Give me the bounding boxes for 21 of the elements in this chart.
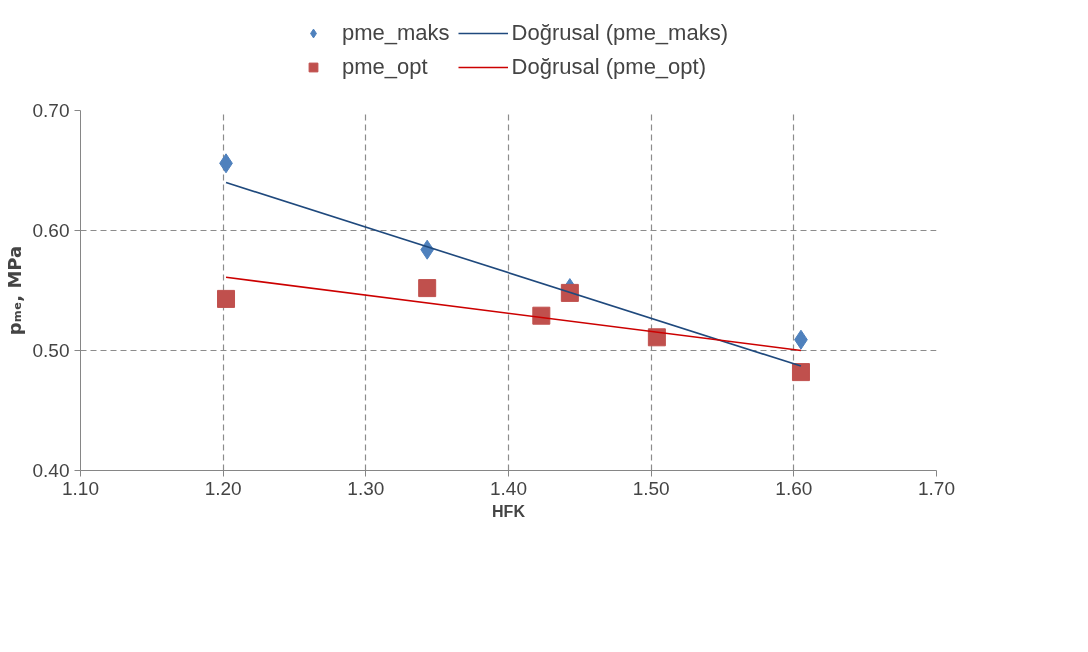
legend-label: Doğrusal (pme_opt) xyxy=(511,54,707,80)
point xyxy=(791,363,810,382)
x-tick-label: 1.60 xyxy=(775,477,813,499)
x-tick-label: 1.40 xyxy=(490,477,527,499)
y-axis-title: pₘₑ, MPa xyxy=(3,245,25,336)
x-tick-label: 1.50 xyxy=(632,477,670,499)
y-tick-label: 0.70 xyxy=(32,100,70,121)
y-tick-label: 0.50 xyxy=(32,340,70,361)
x-tick-label: 1.30 xyxy=(347,477,385,499)
x-tick-label: 1.20 xyxy=(204,477,242,499)
x-axis-title: HFK xyxy=(492,502,526,520)
point xyxy=(532,306,551,325)
point xyxy=(217,289,236,308)
legend-label: Doğrusal (pme_maks) xyxy=(511,20,728,46)
x-tick-label: 1.70 xyxy=(918,477,955,499)
point xyxy=(418,279,437,298)
legend-label: pme_maks xyxy=(342,20,450,46)
point xyxy=(560,283,579,302)
legend-label: pme_opt xyxy=(342,54,428,80)
point xyxy=(647,328,666,347)
y-tick-label: 0.60 xyxy=(32,220,70,241)
